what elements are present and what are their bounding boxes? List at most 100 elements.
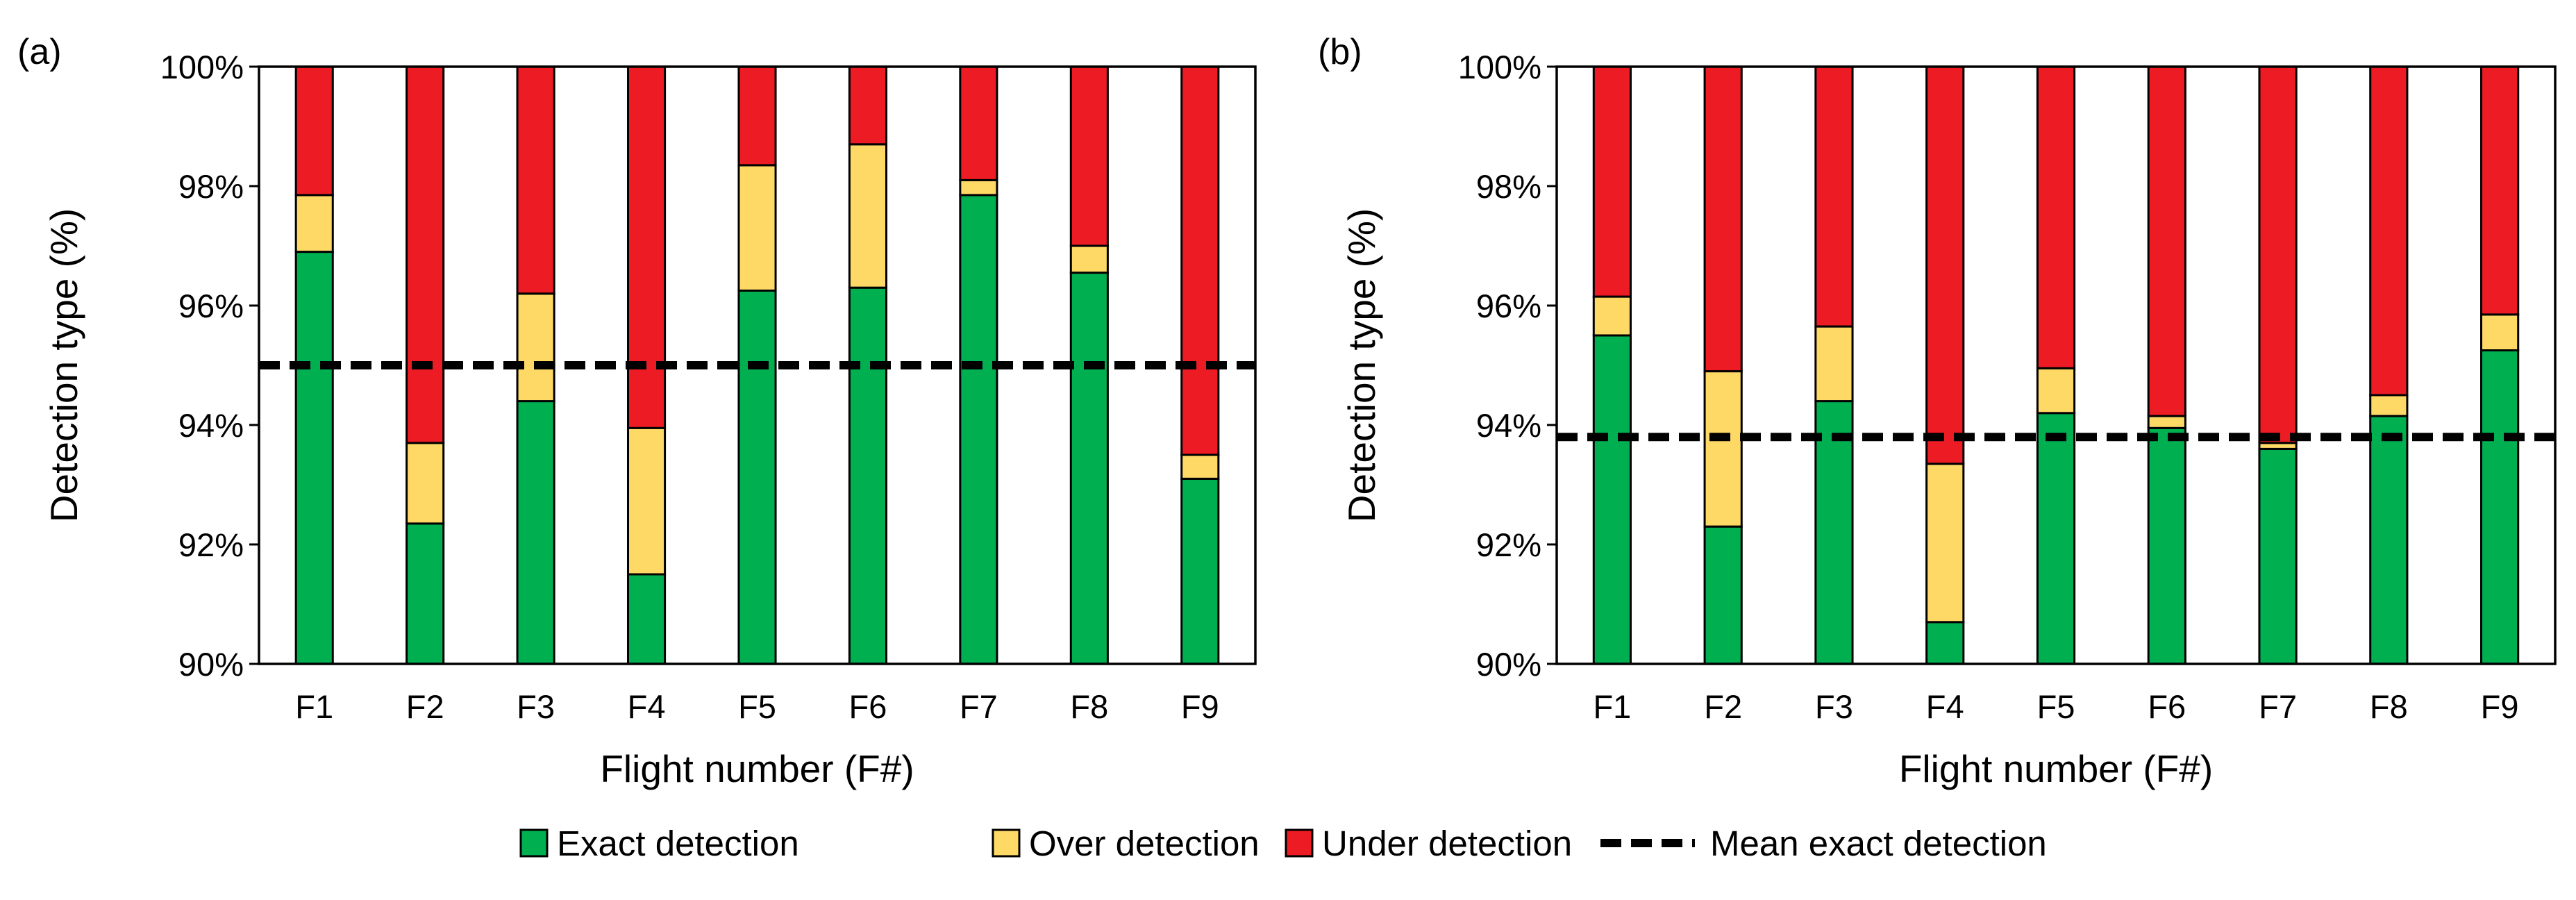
x-tick-label: F6: [849, 688, 887, 725]
bar-exact-detection-f8: [2369, 415, 2409, 665]
bar-exact-detection-f6: [848, 286, 887, 665]
bar-exact-detection-f8: [1069, 272, 1109, 665]
bar-exact-detection-f9: [1180, 477, 1220, 665]
x-axis-label: Flight number (F#): [600, 747, 914, 790]
bar-under-detection-f6: [848, 65, 887, 146]
bar-under-detection-f1: [1592, 65, 1632, 298]
bar-under-detection-f9: [2480, 65, 2520, 316]
legend-swatch-under-detection: [1285, 828, 1314, 858]
y-tick-label: 98%: [178, 168, 244, 205]
bar-under-detection-f4: [627, 65, 667, 429]
bar-over-detection-f6: [2147, 415, 2186, 429]
y-tick-label: 100%: [1458, 49, 1541, 85]
bar-over-detection-f8: [1069, 244, 1109, 274]
bar-exact-detection-f9: [2480, 349, 2520, 665]
y-tick-label: 90%: [178, 646, 244, 683]
bar-under-detection-f7: [2258, 65, 2298, 444]
x-tick-label: F3: [517, 688, 555, 725]
x-tick-label: F5: [2037, 688, 2075, 725]
bar-over-detection-f1: [1592, 295, 1632, 337]
bar-under-detection-f3: [516, 65, 555, 295]
y-tick-label: 96%: [1476, 288, 1541, 324]
y-tick-label: 94%: [178, 407, 244, 444]
legend-swatch-exact-detection: [519, 828, 549, 858]
x-tick-label: F7: [2259, 688, 2297, 725]
panel-a: F1 F2 F3 F4 F5 F6 F7 F8 F9 90% 92% 94% 96% 98% 100% Fli…: [17, 32, 1257, 790]
x-tick-label: F3: [1815, 688, 1853, 725]
bar-exact-detection-f5: [737, 290, 777, 665]
bar-exact-detection-f4: [627, 573, 667, 665]
bar-under-detection-f1: [294, 65, 334, 197]
bar-over-detection-f4: [1925, 462, 1965, 624]
bar-exact-detection-f2: [1703, 525, 1743, 665]
bar-over-detection-f2: [1703, 370, 1743, 528]
x-tick-label: F1: [1593, 688, 1631, 725]
bar-under-detection-f6: [2147, 65, 2186, 417]
bar-exact-detection-f6: [2147, 426, 2186, 665]
y-tick-label: 98%: [1476, 168, 1541, 205]
bar-under-detection-f5: [2036, 65, 2076, 369]
bar-exact-detection-f1: [1592, 334, 1632, 665]
y-axis-label: Detection type (%): [1340, 208, 1383, 522]
y-tick-label: 90%: [1476, 646, 1541, 683]
x-tick-label: F6: [2148, 688, 2186, 725]
legend-label-exact-detection: Exact detection: [557, 824, 799, 863]
y-tick-label: 96%: [178, 288, 244, 324]
bar-under-detection-f2: [1703, 65, 1743, 373]
legend: Exact detection Over detection Under detec…: [519, 824, 2047, 863]
bar-over-detection-f3: [516, 292, 555, 403]
bar-under-detection-f7: [959, 65, 998, 181]
bar-over-detection-f6: [848, 143, 887, 289]
bar-exact-detection-f3: [516, 400, 555, 665]
x-tick-label: F8: [2370, 688, 2408, 725]
x-tick-label: F7: [960, 688, 998, 725]
bar-over-detection-f9: [2480, 313, 2520, 351]
x-tick-label: F9: [1181, 688, 1219, 725]
bar-over-detection-f2: [405, 442, 445, 525]
plot-frame: [1555, 65, 2557, 665]
legend-label-over-detection: Over detection: [1029, 824, 1260, 863]
bar-over-detection-f1: [294, 194, 334, 253]
bar-exact-detection-f5: [2036, 412, 2076, 665]
bar-over-detection-f5: [737, 164, 777, 292]
bar-under-detection-f8: [1069, 65, 1109, 247]
x-tick-label: F5: [738, 688, 776, 725]
x-tick-label: F8: [1070, 688, 1108, 725]
bar-exact-detection-f7: [959, 194, 998, 665]
bar-over-detection-f5: [2036, 367, 2076, 415]
bar-under-detection-f5: [737, 65, 777, 167]
bar-exact-detection-f2: [405, 522, 445, 665]
bar-exact-detection-f4: [1925, 621, 1965, 665]
y-tick-label: 92%: [1476, 526, 1541, 563]
x-axis-label: Flight number (F#): [1899, 747, 2213, 790]
y-tick-label: 94%: [1476, 407, 1541, 444]
legend-label-mean-exact-detection: Mean exact detection: [1710, 824, 2047, 863]
x-tick-label: F4: [1926, 688, 1964, 725]
panel-b: F1 F2 F3 F4 F5 F6 F7 F8 F9 90% 92% 94% 96% 98% 100% Fli…: [1318, 32, 2557, 790]
legend-swatch-over-detection: [992, 828, 1021, 858]
bar-over-detection-f4: [627, 426, 667, 576]
x-tick-label: F2: [406, 688, 444, 725]
bar-over-detection-f7: [959, 178, 998, 197]
bar-over-detection-f8: [2369, 394, 2409, 417]
bar-over-detection-f3: [1814, 325, 1854, 403]
bar-under-detection-f2: [405, 65, 445, 444]
bar-over-detection-f9: [1180, 453, 1220, 480]
legend-label-under-detection: Under detection: [1322, 824, 1572, 863]
bar-under-detection-f3: [1814, 65, 1854, 328]
x-tick-label: F9: [2481, 688, 2519, 725]
bar-exact-detection-f1: [294, 251, 334, 665]
panel-label: (b): [1318, 32, 1362, 72]
x-tick-label: F4: [628, 688, 666, 725]
bar-under-detection-f8: [2369, 65, 2409, 397]
bar-under-detection-f4: [1925, 65, 1965, 465]
bar-under-detection-f9: [1180, 65, 1220, 456]
y-tick-label: 92%: [178, 526, 244, 563]
y-tick-label: 100%: [160, 49, 244, 85]
x-tick-label: F2: [1704, 688, 1742, 725]
x-tick-label: F1: [295, 688, 333, 725]
panel-label: (a): [17, 32, 62, 72]
y-axis-label: Detection type (%): [42, 208, 85, 522]
bar-exact-detection-f7: [2258, 447, 2298, 665]
